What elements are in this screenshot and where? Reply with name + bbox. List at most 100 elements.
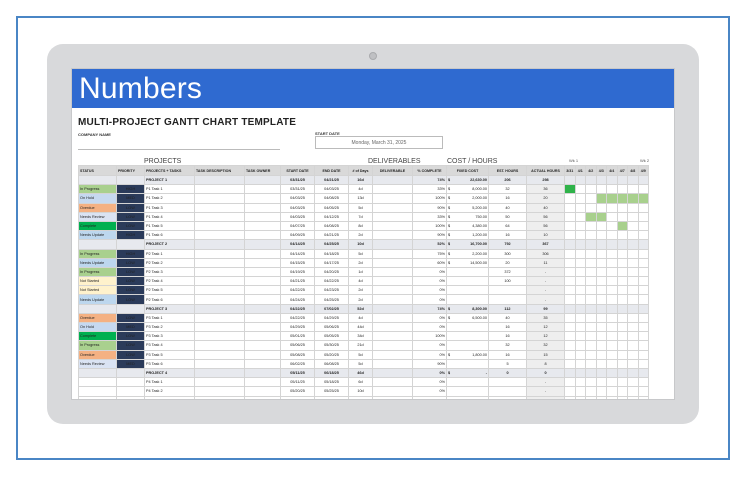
- task-owner[interactable]: [244, 257, 281, 268]
- start-date-cell[interactable]: 04/03/25: [280, 202, 315, 213]
- priority-cell[interactable]: LOW: [116, 285, 145, 296]
- start-date-cell[interactable]: 05/20/25: [280, 386, 315, 397]
- project-name[interactable]: PROJECT 3: [144, 303, 195, 314]
- start-date-cell[interactable]: 04/15/25: [280, 257, 315, 268]
- percent-complete-cell[interactable]: 100%: [412, 220, 447, 232]
- fixed-cost-cell[interactable]: $4,380.00: [446, 220, 489, 232]
- actual-hours-cell[interactable]: 99: [526, 303, 565, 314]
- deliverable-cell[interactable]: [372, 386, 413, 397]
- actual-hours-cell[interactable]: 10: [526, 230, 565, 241]
- end-date-cell[interactable]: 04/25/25: [314, 294, 349, 305]
- end-date-cell[interactable]: 04/05/25: [314, 202, 349, 213]
- status-cell[interactable]: In Progress: [78, 248, 117, 259]
- fixed-cost-cell[interactable]: [446, 358, 489, 369]
- priority-cell[interactable]: [116, 386, 145, 397]
- task-description[interactable]: [194, 285, 245, 296]
- percent-complete-cell[interactable]: 100%: [412, 193, 447, 204]
- percent-complete-cell[interactable]: 0%: [412, 395, 447, 399]
- status-cell[interactable]: Needs Update: [78, 230, 117, 241]
- end-date-cell[interactable]: 04/12/25: [314, 211, 349, 222]
- start-date-cell[interactable]: 04/22/25: [280, 312, 315, 324]
- estimated-hours-cell[interactable]: 0: [488, 367, 527, 379]
- deliverable-cell[interactable]: [372, 349, 413, 360]
- estimated-hours-cell[interactable]: [488, 386, 527, 397]
- task-owner[interactable]: [244, 266, 281, 278]
- start-date-field[interactable]: Monday, March 31, 2025: [315, 136, 443, 149]
- end-date-cell[interactable]: 04/08/25: [314, 220, 349, 232]
- percent-complete-cell[interactable]: 90%: [412, 230, 447, 241]
- deliverable-cell[interactable]: [372, 193, 413, 204]
- estimated-hours-cell[interactable]: 5: [488, 358, 527, 369]
- estimated-hours-cell[interactable]: [488, 285, 527, 296]
- priority-cell[interactable]: HIGH: [116, 248, 145, 259]
- deliverable-cell[interactable]: [372, 184, 413, 195]
- task-name[interactable]: P4 Task 1: [144, 377, 195, 388]
- start-date-cell[interactable]: 05/01/25: [280, 331, 315, 342]
- status-cell[interactable]: Overdue: [78, 202, 117, 213]
- task-owner[interactable]: [244, 202, 281, 213]
- task-name[interactable]: P2 Task 5: [144, 285, 195, 296]
- actual-hours-cell[interactable]: 367: [526, 239, 565, 250]
- actual-hours-cell[interactable]: 306: [526, 248, 565, 259]
- actual-hours-cell[interactable]: 40: [526, 202, 565, 213]
- status-cell[interactable]: Complete: [78, 220, 117, 232]
- percent-complete-cell[interactable]: 0%: [412, 312, 447, 324]
- actual-hours-cell[interactable]: 298: [526, 174, 565, 186]
- status-cell[interactable]: [78, 377, 117, 388]
- estimated-hours-cell[interactable]: 206: [488, 174, 527, 186]
- task-description[interactable]: [194, 248, 245, 259]
- priority-cell[interactable]: LOW: [116, 349, 145, 360]
- task-name[interactable]: P2 Task 6: [144, 294, 195, 305]
- fixed-cost-cell[interactable]: [446, 266, 489, 278]
- priority-cell[interactable]: HIGH: [116, 184, 145, 195]
- status-cell[interactable]: Needs Update: [78, 257, 117, 268]
- priority-cell[interactable]: LOW: [116, 211, 145, 222]
- priority-cell[interactable]: MED: [116, 321, 145, 333]
- status-cell[interactable]: Needs Review: [78, 358, 117, 369]
- end-date-cell[interactable]: 04/21/25: [314, 230, 349, 241]
- task-description[interactable]: [194, 202, 245, 213]
- task-description[interactable]: [194, 386, 245, 397]
- percent-complete-cell[interactable]: 0%: [412, 340, 447, 351]
- fixed-cost-cell[interactable]: [446, 377, 489, 388]
- percent-complete-cell[interactable]: 0%: [412, 349, 447, 360]
- actual-hours-cell[interactable]: 0: [526, 367, 565, 379]
- actual-hours-cell[interactable]: -: [526, 386, 565, 397]
- estimated-hours-cell[interactable]: 16: [488, 331, 527, 342]
- estimated-hours-cell[interactable]: 112: [488, 303, 527, 314]
- percent-complete-cell[interactable]: 90%: [412, 202, 447, 213]
- deliverable-cell[interactable]: [372, 174, 413, 186]
- start-date-cell[interactable]: 04/22/25: [280, 303, 315, 314]
- company-name-field[interactable]: [78, 137, 280, 150]
- task-name[interactable]: P4 Task 2: [144, 386, 195, 397]
- status-cell[interactable]: [78, 303, 117, 314]
- end-date-cell[interactable]: 05/28/25: [314, 395, 349, 399]
- estimated-hours-cell[interactable]: 792: [488, 239, 527, 250]
- project-name[interactable]: PROJECT 4: [144, 367, 195, 379]
- fixed-cost-cell[interactable]: $22,630.00: [446, 174, 489, 186]
- percent-complete-cell[interactable]: 0%: [412, 321, 447, 333]
- task-name[interactable]: P1 Task 4: [144, 211, 195, 222]
- task-description[interactable]: [194, 174, 245, 186]
- task-owner[interactable]: [244, 248, 281, 259]
- percent-complete-cell[interactable]: 60%: [412, 257, 447, 268]
- start-date-cell[interactable]: 05/08/25: [280, 349, 315, 360]
- actual-hours-cell[interactable]: 12: [526, 331, 565, 342]
- estimated-hours-cell[interactable]: 16: [488, 321, 527, 333]
- actual-hours-cell[interactable]: 11: [526, 257, 565, 268]
- actual-hours-cell[interactable]: -: [526, 294, 565, 305]
- fixed-cost-cell[interactable]: [446, 395, 489, 399]
- estimated-hours-cell[interactable]: 64: [488, 220, 527, 232]
- status-cell[interactable]: In Progress: [78, 184, 117, 195]
- task-description[interactable]: [194, 257, 245, 268]
- start-date-cell[interactable]: 04/14/25: [280, 248, 315, 259]
- fixed-cost-cell[interactable]: $16,700.00: [446, 239, 489, 250]
- deliverable-cell[interactable]: [372, 294, 413, 305]
- start-date-cell[interactable]: 05/26/25: [280, 395, 315, 399]
- fixed-cost-cell[interactable]: $750.00: [446, 211, 489, 222]
- estimated-hours-cell[interactable]: 32: [488, 340, 527, 351]
- task-description[interactable]: [194, 349, 245, 360]
- fixed-cost-cell[interactable]: $2,200.00: [446, 248, 489, 259]
- task-owner[interactable]: [244, 358, 281, 369]
- task-description[interactable]: [194, 220, 245, 232]
